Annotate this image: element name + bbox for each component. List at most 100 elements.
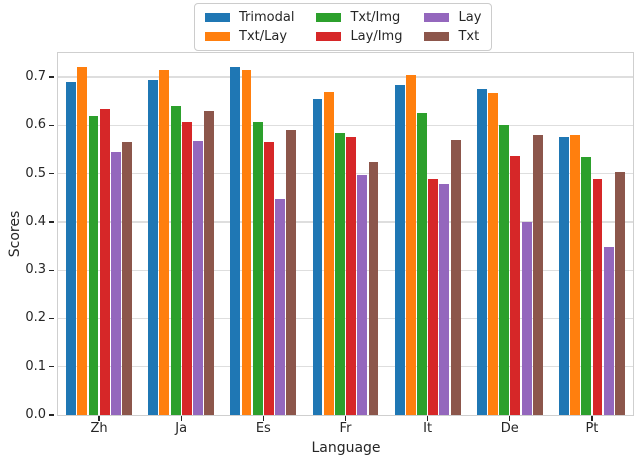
y-tick-label: 0.6 <box>25 117 46 133</box>
bar-lay-it <box>439 184 450 415</box>
y-tick-mark <box>49 414 54 416</box>
x-tick-label-it: It <box>423 421 433 436</box>
legend-swatch <box>205 13 230 22</box>
y-tick-mark <box>49 221 54 223</box>
legend: Trimodal Txt/Lay Txt/Img Lay/Img Lay Txt <box>194 3 493 51</box>
bar-txt-lay-zh <box>77 67 88 415</box>
legend-item-txt-lay: Txt/Lay <box>205 29 294 45</box>
bar-txt-img-pt <box>581 157 592 415</box>
bar-txt-es <box>286 130 297 415</box>
bar-txt-pt <box>614 172 625 415</box>
x-tick-mark <box>344 416 347 421</box>
bar-trimodal-pt <box>558 137 569 415</box>
y-tick-label: 0.2 <box>25 310 46 326</box>
y-tick-mark <box>49 366 54 368</box>
legend-item-trimodal: Trimodal <box>205 10 294 26</box>
bar-txt-img-it <box>417 113 427 415</box>
y-tick-label: 0.5 <box>25 165 46 181</box>
bar-trimodal-fr <box>312 98 323 415</box>
y-tick-label: 0.4 <box>25 213 46 229</box>
bar-txt-it <box>450 139 461 415</box>
bar-trimodal-de <box>476 89 487 415</box>
x-tick-mark <box>591 416 593 421</box>
x-tick-mark <box>426 416 429 421</box>
bar-lay-img-it <box>428 179 439 415</box>
y-tick-mark <box>49 76 54 78</box>
y-tick-label: 0.3 <box>25 262 46 278</box>
bar-lay-img-zh <box>99 109 110 415</box>
x-tick-label-de: De <box>500 421 519 436</box>
bar-trimodal-it <box>394 85 405 415</box>
bar-txt-img-fr <box>334 132 345 415</box>
bar-txt-de <box>532 135 543 415</box>
bar-txt-zh <box>122 142 132 415</box>
bar-txt-img-zh <box>88 115 99 415</box>
legend-item-txt-img: Txt/Img <box>316 10 402 26</box>
x-tick-label-es: Es <box>255 421 271 436</box>
x-tick-mark <box>180 416 182 421</box>
bar-trimodal-es <box>230 67 241 415</box>
legend-item-lay-img: Lay/Img <box>316 29 402 45</box>
x-tick-label-ja: Ja <box>175 421 188 436</box>
bar-txt-img-de <box>499 125 510 415</box>
bar-txt-ja <box>204 110 215 415</box>
x-tick-mark <box>98 416 100 421</box>
bar-txt-lay-it <box>405 74 416 415</box>
legend-item-lay: Lay <box>424 10 481 26</box>
x-tick-mark <box>509 416 511 421</box>
bar-lay-pt <box>603 247 614 415</box>
bar-lay-img-pt <box>592 179 603 415</box>
legend-item-txt: Txt <box>424 29 481 45</box>
bar-txt-lay-fr <box>323 91 334 415</box>
gridline <box>58 172 633 175</box>
x-tick-label-zh: Zh <box>90 421 108 436</box>
bar-txt-fr <box>368 161 379 415</box>
x-tick-label-pt: Pt <box>585 421 599 436</box>
bar-lay-img-fr <box>346 136 357 415</box>
y-tick-label: 0.7 <box>25 69 46 85</box>
legend-label: Txt <box>458 28 480 44</box>
bar-txt-lay-de <box>488 92 498 415</box>
x-axis-label: Language <box>311 440 381 456</box>
y-tick-mark <box>49 269 54 271</box>
bar-lay-img-ja <box>181 122 192 415</box>
bar-txt-lay-es <box>241 70 252 415</box>
legend-swatch <box>424 13 450 22</box>
bar-lay-zh <box>110 151 121 415</box>
gridline <box>58 76 633 78</box>
x-tick-label-fr: Fr <box>339 421 352 436</box>
bar-lay-img-es <box>264 142 274 415</box>
bar-txt-img-ja <box>170 106 181 415</box>
gridline <box>58 221 633 223</box>
y-tick-mark <box>49 124 54 127</box>
legend-swatch <box>316 13 342 22</box>
y-tick-mark <box>49 172 54 175</box>
gridline <box>58 124 633 127</box>
gridline <box>58 317 633 320</box>
gridline <box>58 269 633 271</box>
bar-lay-es <box>275 198 286 415</box>
bar-txt-lay-ja <box>159 69 170 415</box>
legend-label: Lay <box>458 9 482 25</box>
y-tick-label: 0.0 <box>25 407 46 422</box>
legend-label: Txt/Img <box>350 9 401 25</box>
bar-txt-img-es <box>252 122 263 415</box>
bar-txt-lay-pt <box>570 135 581 415</box>
legend-label: Lay/Img <box>350 28 403 44</box>
plot-area <box>57 52 634 416</box>
bar-trimodal-ja <box>148 79 159 415</box>
y-tick-label: 0.1 <box>25 358 46 374</box>
bar-trimodal-zh <box>66 81 76 415</box>
bar-lay-de <box>521 221 532 415</box>
bar-lay-img-de <box>510 156 521 415</box>
gridline <box>58 366 633 368</box>
legend-label: Txt/Lay <box>239 28 288 44</box>
legend-swatch <box>205 32 230 41</box>
y-tick-mark <box>49 317 54 320</box>
legend-swatch <box>424 32 450 41</box>
bar-lay-ja <box>193 140 203 415</box>
bar-lay-fr <box>357 174 368 415</box>
x-tick-mark <box>262 416 265 421</box>
legend-swatch <box>316 32 342 41</box>
